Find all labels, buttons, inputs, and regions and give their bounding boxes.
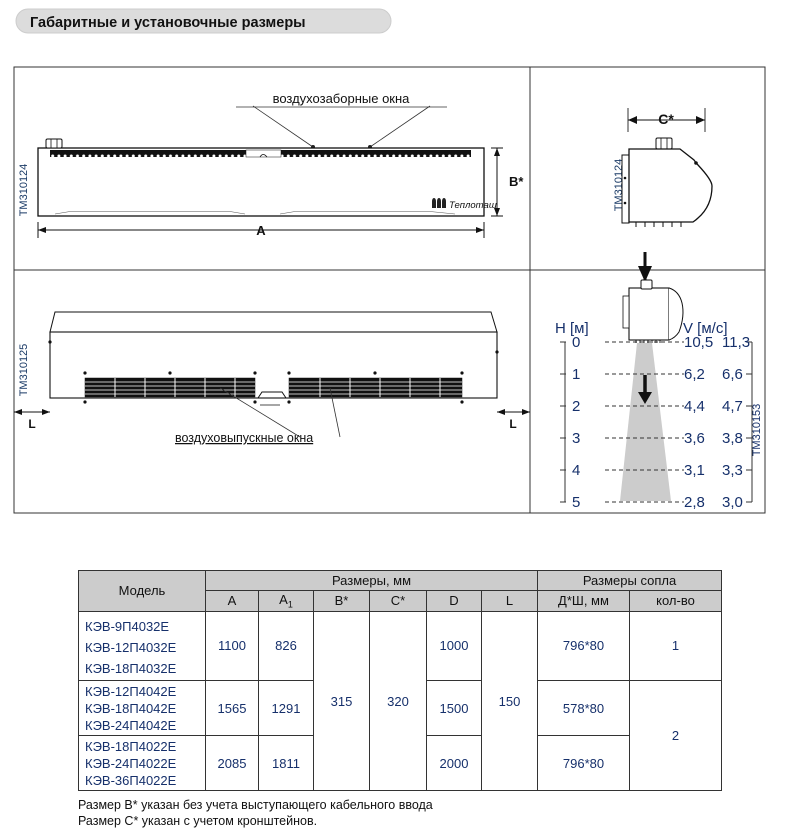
svg-text:Габаритные и установочные разм: Габаритные и установочные размеры — [30, 15, 306, 31]
svg-text:2,8: 2,8 — [684, 494, 705, 511]
svg-text:3,3: 3,3 — [722, 462, 743, 479]
svg-text:1: 1 — [572, 366, 580, 383]
svg-text:TM310124: TM310124 — [18, 164, 30, 217]
svg-text:10,5: 10,5 — [684, 334, 713, 351]
svg-text:B*: B* — [509, 174, 524, 189]
svg-text:4,4: 4,4 — [684, 398, 705, 415]
svg-text:3,0: 3,0 — [722, 494, 743, 511]
svg-text:воздухозаборные окна: воздухозаборные окна — [273, 91, 411, 106]
svg-text:6,2: 6,2 — [684, 366, 705, 383]
svg-text:L: L — [509, 417, 516, 431]
svg-text:TM310153: TM310153 — [751, 404, 763, 457]
svg-text:3,8: 3,8 — [722, 430, 743, 447]
svg-text:3,6: 3,6 — [684, 430, 705, 447]
svg-text:6,6: 6,6 — [722, 366, 743, 383]
svg-text:0: 0 — [572, 334, 580, 351]
svg-text:Теплomaш: Теплomaш — [449, 200, 497, 211]
svg-text:воздуховыпускные окна: воздуховыпускные окна — [175, 431, 313, 445]
svg-text:L: L — [28, 417, 35, 431]
svg-text:2: 2 — [572, 398, 580, 415]
svg-text:C*: C* — [658, 111, 674, 127]
svg-text:4,7: 4,7 — [722, 398, 743, 415]
svg-text:TM310125: TM310125 — [18, 344, 30, 397]
svg-text:5: 5 — [572, 494, 580, 511]
svg-text:4: 4 — [572, 462, 580, 479]
svg-text:A: A — [256, 223, 266, 238]
svg-text:3: 3 — [572, 430, 580, 447]
svg-text:3,1: 3,1 — [684, 462, 705, 479]
svg-text:11,3: 11,3 — [722, 334, 750, 351]
